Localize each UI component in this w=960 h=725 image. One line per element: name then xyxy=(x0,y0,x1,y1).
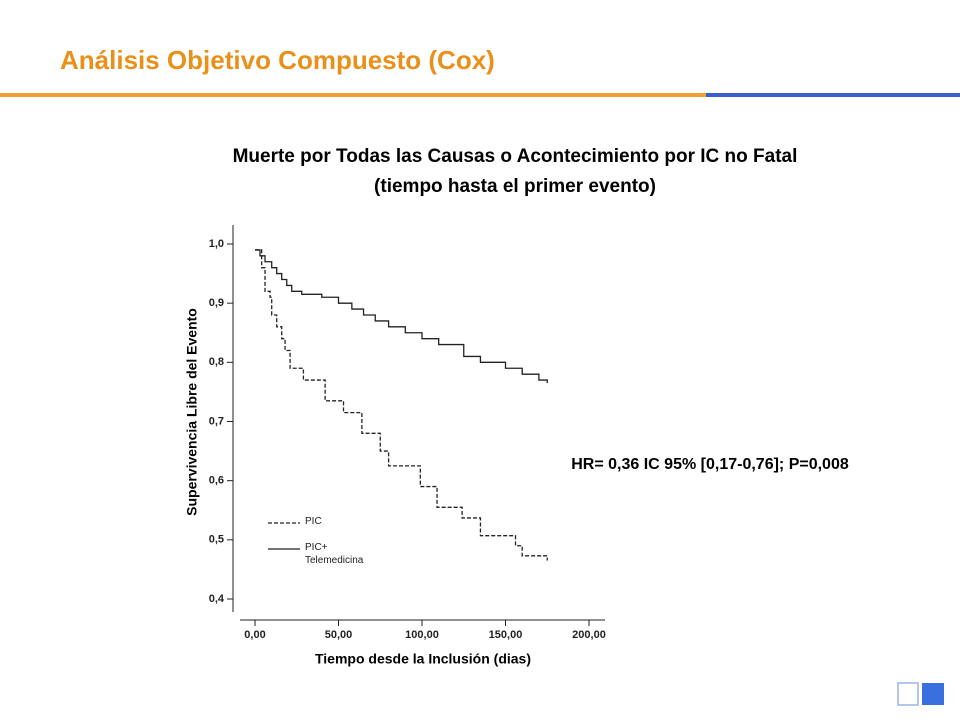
legend-item: PIC xyxy=(305,516,322,527)
annotation: HR= 0,36 IC 95% [0,17-0,76]; P=0,008 xyxy=(571,456,849,473)
chart-title: Muerte por Todas las Causas o Acontecimi… xyxy=(233,146,798,167)
rule-blue xyxy=(706,93,960,97)
legend-label: PIC+ Telemedicina xyxy=(305,542,364,566)
y-tick-label: 0,6 xyxy=(209,475,224,487)
y-tick-label: 0,9 xyxy=(209,297,224,309)
x-tick-label: 50,00 xyxy=(325,629,353,641)
survival-curve xyxy=(255,249,548,384)
y-tick-label: 0,7 xyxy=(209,415,224,427)
legend-label: PIC xyxy=(305,516,322,527)
y-tick-label: 0,8 xyxy=(209,356,224,368)
x-tick-label: 150,00 xyxy=(489,629,523,641)
survival-curve xyxy=(255,249,548,561)
deco-square xyxy=(922,683,944,705)
x-tick-label: 200,00 xyxy=(572,629,606,641)
y-axis-label: Supervivencia Libre del Evento xyxy=(184,308,200,516)
slide-title: Análisis Objetivo Compuesto (Cox) xyxy=(60,45,495,75)
x-tick-label: 100,00 xyxy=(405,629,439,641)
x-axis-label: Tiempo desde la Inclusión (dias) xyxy=(315,651,531,667)
rule-orange xyxy=(0,93,706,97)
chart-subtitle: (tiempo hasta el primer evento) xyxy=(374,176,656,197)
y-tick-label: 0,5 xyxy=(209,534,224,546)
legend-item: PIC+ Telemedicina xyxy=(305,542,364,566)
y-tick-label: 1,0 xyxy=(209,238,224,250)
deco-square xyxy=(897,682,919,706)
y-tick-label: 0,4 xyxy=(209,593,225,605)
x-tick-label: 0,00 xyxy=(244,629,265,641)
